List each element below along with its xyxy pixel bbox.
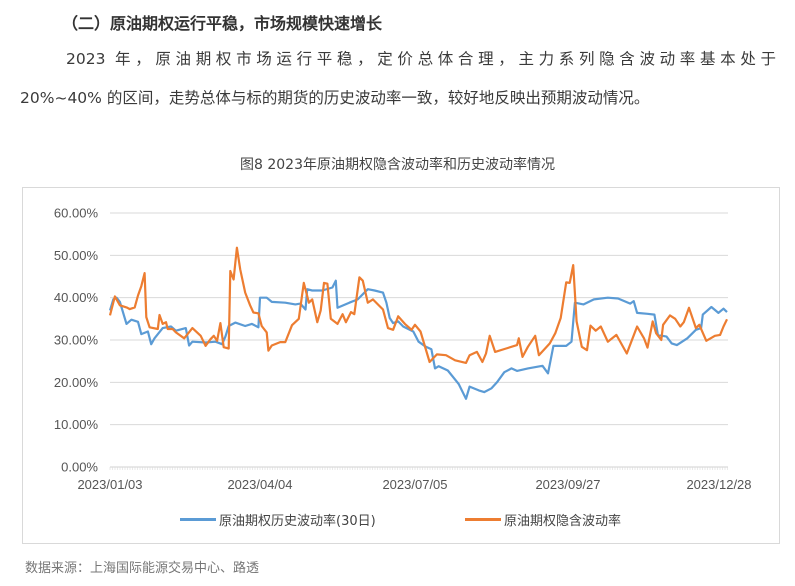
x-tick-label: 2023/01/03 — [77, 477, 142, 492]
y-tick-label: 40.00% — [54, 290, 99, 305]
y-tick-label: 20.00% — [54, 375, 99, 390]
y-tick-label: 0.00% — [61, 460, 98, 475]
chart-frame — [22, 187, 780, 544]
legend-item-historical: 原油期权历史波动率(30日) — [180, 510, 376, 529]
series-line-historical-volatility — [108, 279, 728, 400]
data-source-note: 数据来源：上海国际能源交易中心、路透 — [25, 561, 260, 576]
y-tick-label: 50.00% — [54, 248, 99, 263]
x-tick-label: 2023/07/05 — [382, 477, 447, 492]
paragraph-line-2: 20%~40% 的区间，走势总体与标的期货的历史波动率一致，较好地反映出预期波动… — [20, 89, 650, 107]
x-tick-label: 2023/12/28 — [686, 477, 751, 492]
legend-item-implied: 原油期权隐含波动率 — [465, 510, 621, 529]
legend-label-implied: 原油期权隐含波动率 — [504, 514, 622, 529]
x-tick-label: 2023/04/04 — [227, 477, 292, 492]
legend-swatch-implied — [465, 518, 501, 521]
section-heading: （二）原油期权运行平稳，市场规模快速增长 — [62, 14, 383, 33]
y-tick-label: 60.00% — [54, 206, 99, 221]
paragraph-line-1: 2023 年，原油期权市场运行平稳，定价总体合理，主力系列隐含波动率基本处于 — [66, 50, 776, 68]
legend-swatch-historical — [180, 518, 216, 521]
y-tick-label: 30.00% — [54, 333, 99, 348]
figure-title: 图8 2023年原油期权隐含波动率和历史波动率情况 — [240, 157, 555, 173]
legend-label-historical: 原油期权历史波动率(30日) — [219, 514, 376, 529]
y-tick-label: 10.00% — [54, 417, 99, 432]
x-tick-label: 2023/09/27 — [535, 477, 600, 492]
series-line-implied-volatility — [108, 246, 728, 364]
